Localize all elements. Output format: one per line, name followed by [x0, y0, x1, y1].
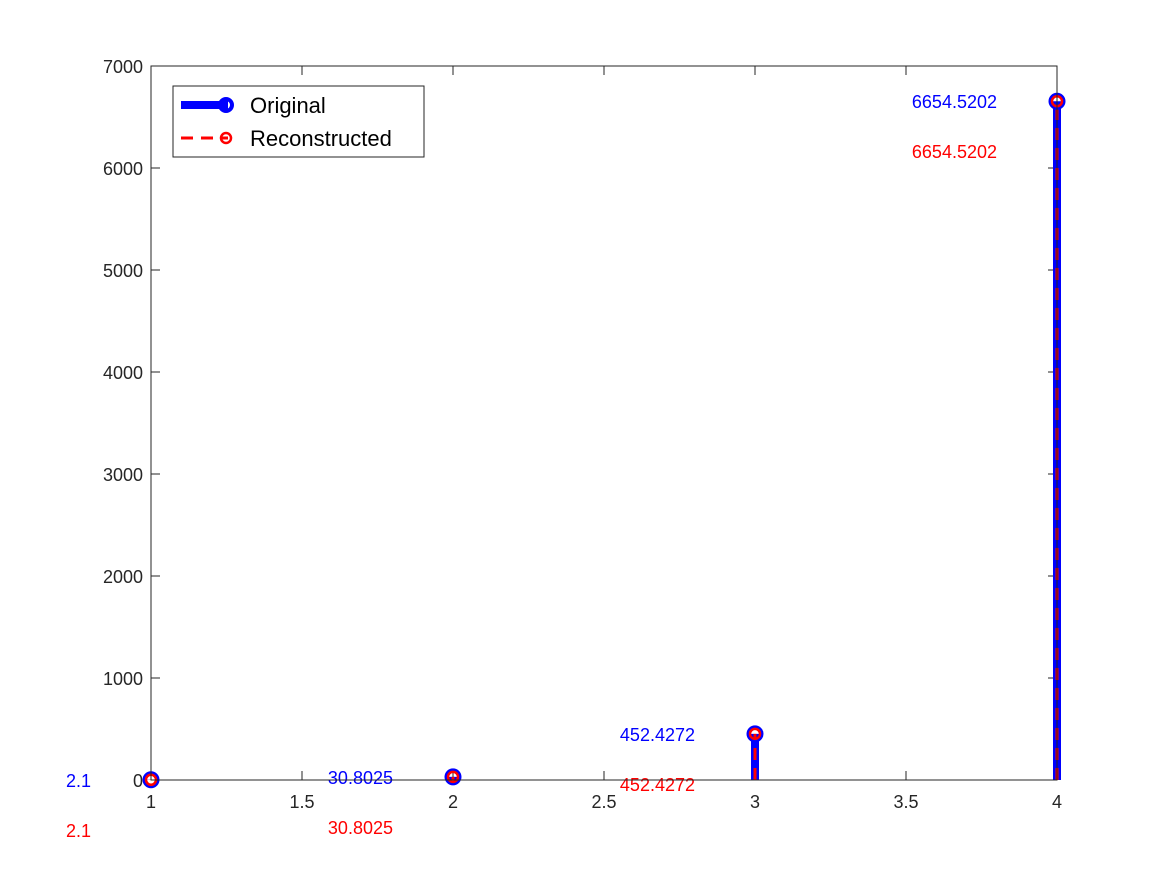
legend-box	[172, 85, 425, 158]
y-tick-label: 4000	[103, 363, 143, 383]
original-value-label: 6654.5202	[912, 92, 997, 112]
reconstructed-marker	[446, 770, 460, 784]
x-tick-label: 3.5	[893, 792, 918, 812]
axes-box	[150, 65, 1058, 781]
original-marker	[444, 768, 462, 786]
y-tick-label: 7000	[103, 57, 143, 77]
reconstructed-marker	[748, 727, 762, 741]
ticks-layer: 1 1.5 2 2.5 3 3.5 4 0 1000 2000 3000 4000 5000 6000 70…	[103, 57, 1062, 812]
legend-reconstructed-label: Reconstructed	[250, 126, 392, 151]
reconstructed-value-label: 30.8025	[328, 818, 393, 838]
y-tick-label: 1000	[103, 669, 143, 689]
reconstructed-value-label: 452.4272	[620, 775, 695, 795]
x-tick-label: 2.5	[591, 792, 616, 812]
reconstructed-value-label: 2.1	[66, 821, 91, 841]
legend-original-marker	[218, 97, 234, 113]
x-tick-label: 1.5	[289, 792, 314, 812]
plot-area	[151, 66, 1057, 780]
original-value-label: 30.8025	[328, 768, 393, 788]
legend-original-label: Original	[250, 93, 326, 118]
original-marker	[746, 725, 764, 743]
y-tick-label: 2000	[103, 567, 143, 587]
data-labels-layer: 2.1 2.1 30.8025 30.8025 452.4272 452.4272 6654…	[66, 92, 997, 841]
x-tick-label: 1	[146, 792, 156, 812]
x-tick-label: 4	[1052, 792, 1062, 812]
y-tick-label: 3000	[103, 465, 143, 485]
x-tick-label: 2	[448, 792, 458, 812]
legend-reconstructed-marker	[219, 131, 233, 145]
reconstructed-value-label: 6654.5202	[912, 142, 997, 162]
y-tick-label: 5000	[103, 261, 143, 281]
legend: Original Reconstructed	[172, 85, 425, 158]
x-tick-label: 3	[750, 792, 760, 812]
original-value-label: 452.4272	[620, 725, 695, 745]
y-tick-label: 6000	[103, 159, 143, 179]
original-value-label: 2.1	[66, 771, 91, 791]
y-tick-label: 0	[133, 771, 143, 791]
